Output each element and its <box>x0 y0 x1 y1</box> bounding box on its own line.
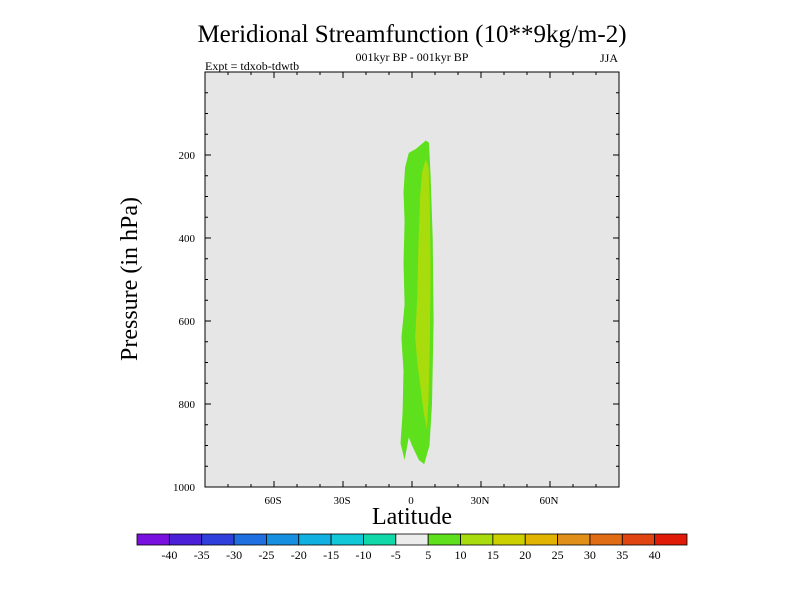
colorbar-label: -35 <box>194 548 210 562</box>
y-axis-label: Pressure (in hPa) <box>117 197 143 361</box>
x-tick-label: 30N <box>471 495 490 507</box>
y-tick-label: 600 <box>179 316 196 328</box>
colorbar-box <box>492 533 526 546</box>
colorbar-label: 30 <box>584 548 596 562</box>
x-tick-label: 30S <box>333 495 350 507</box>
y-tick-label: 1000 <box>173 482 196 494</box>
experiment-label: Expt = tdxob-tdwtb <box>205 59 299 73</box>
colorbar-label: -10 <box>356 548 372 562</box>
colorbar-box <box>136 533 170 546</box>
colorbar-label: -20 <box>291 548 307 562</box>
colorbar-label: 40 <box>649 548 661 562</box>
colorbar-box <box>460 533 494 546</box>
x-tick-label: 60S <box>264 495 281 507</box>
colorbar-box <box>330 533 364 546</box>
colorbar-label: 35 <box>616 548 628 562</box>
axis-ticks <box>205 72 619 487</box>
colorbar-box <box>589 533 623 546</box>
colorbar-box <box>168 533 203 546</box>
colorbar-label: 15 <box>487 548 499 562</box>
colorbar-box <box>524 533 558 546</box>
colorbar-box <box>233 533 267 546</box>
colorbar-box <box>654 533 688 546</box>
colorbar-box <box>201 533 235 546</box>
x-tick-label: 0 <box>408 495 414 507</box>
colorbar-box <box>621 533 656 546</box>
colorbar <box>136 533 688 546</box>
x-axis-label: Latitude <box>372 504 452 530</box>
y-tick-label: 200 <box>179 150 196 162</box>
y-tick-label: 800 <box>179 399 196 411</box>
season-label: JJA <box>600 51 618 65</box>
colorbar-box <box>266 533 300 546</box>
chart-subtitle: 001kyr BP - 001kyr BP <box>356 50 469 64</box>
colorbar-box <box>395 533 429 546</box>
colorbar-box <box>298 533 332 546</box>
axis-tick-labels: 60S 30S 0 30N 60N 200 400 600 800 1000 <box>173 150 559 507</box>
colorbar-box <box>363 533 397 546</box>
chart-title: Meridional Streamfunction (10**9kg/m-2) <box>197 21 626 48</box>
y-tick-label: 400 <box>179 233 196 245</box>
colorbar-box <box>557 533 591 546</box>
contour-fills <box>400 140 434 465</box>
colorbar-label: -5 <box>391 548 401 562</box>
colorbar-label: 10 <box>455 548 467 562</box>
colorbar-labels: -40 -35 -30 -25 -20 -15 -10 -5 5 10 15 20 25 30 35 40 <box>161 548 660 562</box>
x-tick-label: 60N <box>540 495 559 507</box>
colorbar-label: 20 <box>519 548 531 562</box>
contour-region-2 <box>415 159 431 429</box>
colorbar-label: -30 <box>226 548 242 562</box>
colorbar-label: -25 <box>258 548 274 562</box>
colorbar-label: 25 <box>552 548 564 562</box>
colorbar-label: 5 <box>425 548 431 562</box>
colorbar-label: -40 <box>161 548 177 562</box>
colorbar-label: -15 <box>323 548 339 562</box>
colorbar-box <box>427 533 461 546</box>
